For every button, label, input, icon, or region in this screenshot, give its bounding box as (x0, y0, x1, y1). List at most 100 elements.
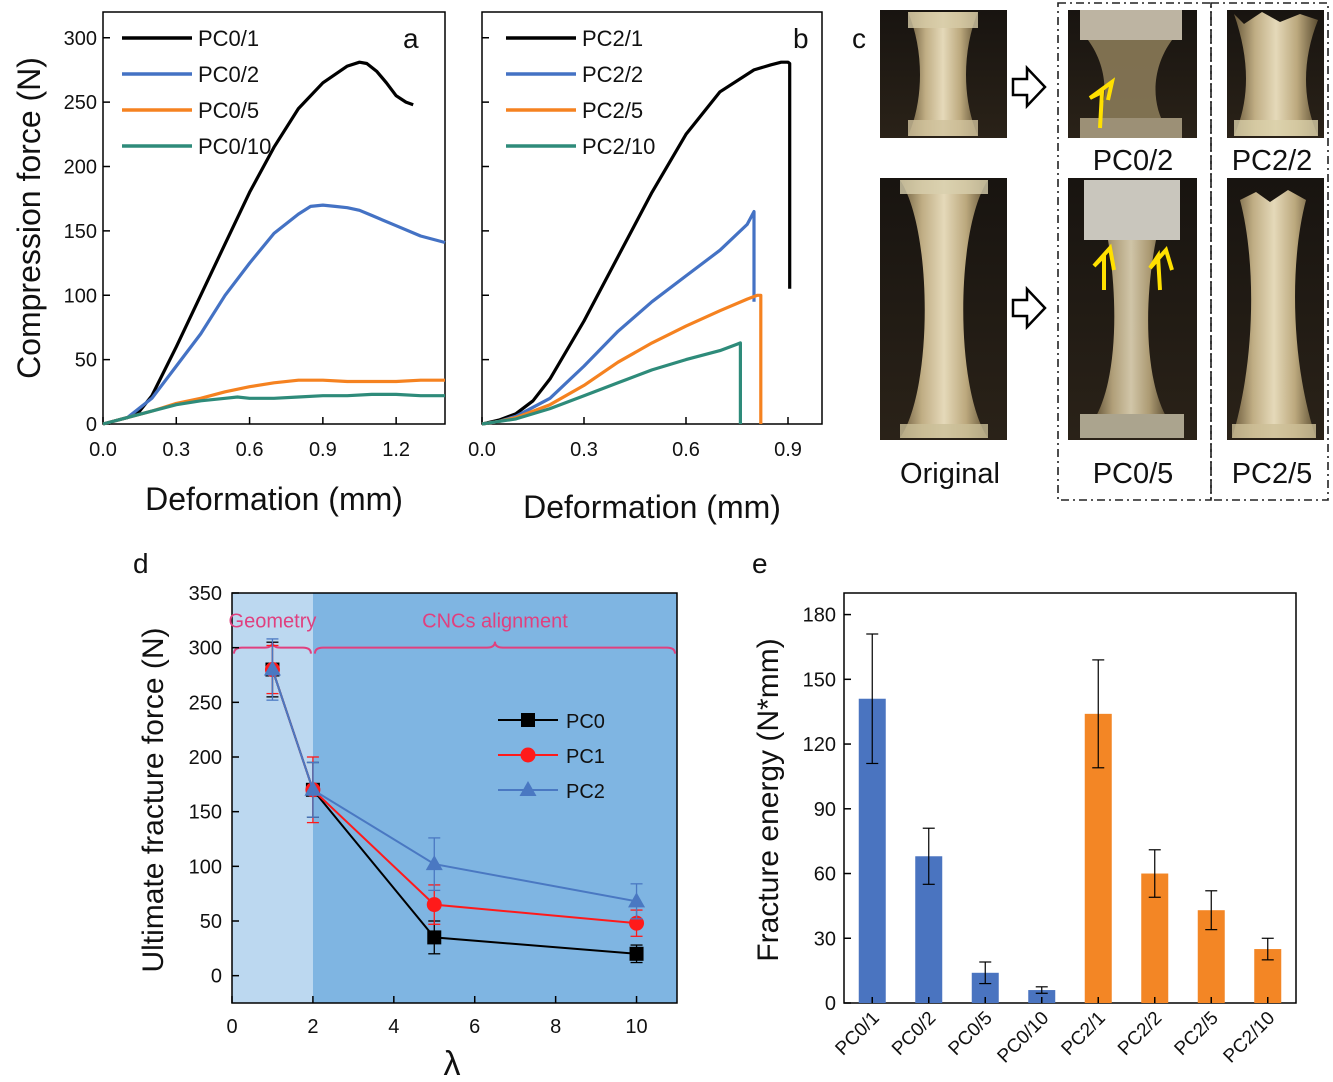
y-tick-label: 200 (64, 157, 97, 179)
legend-label: PC2 (566, 781, 605, 803)
photo-label-pc0-5: PC0/5 (1093, 458, 1174, 490)
photo-original-short (880, 10, 1007, 138)
panel-e-plot-frame (843, 592, 1297, 1004)
photo-label-pc2-2: PC2/2 (1232, 145, 1313, 177)
panel-e-label: e (752, 548, 768, 579)
legend-label: PC2/1 (582, 26, 643, 51)
photo-label-pc2-5: PC2/5 (1232, 458, 1313, 490)
y-tick-label: 350 (189, 583, 222, 605)
y-tick-label: 150 (189, 802, 222, 824)
series-line-pc0-10 (102, 392, 445, 426)
y-tick-label: 90 (814, 799, 836, 821)
region-cncs-alignment (312, 593, 677, 1003)
photo-pc0-2 (1068, 10, 1197, 138)
panel-d-ylabel: Ultimate fracture force (N) (137, 627, 170, 972)
y-tick-label: 0 (86, 414, 97, 436)
y-tick-label: 60 (814, 864, 836, 886)
x-tick-label: 0.9 (774, 439, 802, 461)
y-tick-label: 100 (189, 856, 222, 878)
x-tick-label: PC2/1 (1058, 1008, 1110, 1060)
y-tick-label: 100 (64, 285, 97, 307)
data-point (425, 855, 443, 871)
x-tick-label: 1.2 (382, 439, 410, 461)
x-tick-label: PC2/2 (1114, 1008, 1166, 1060)
panel-e-ylabel: Fracture energy (N*mm) (752, 638, 785, 961)
y-tick-label: 50 (75, 350, 97, 372)
y-tick-label: 300 (189, 638, 222, 660)
bar-pc0-10 (1028, 990, 1056, 1003)
legend-marker (520, 747, 536, 763)
series-line-pc2-2 (481, 210, 756, 426)
panel-e-chart: e 0 30 60 90 120 150 180 PC0/1 PC0/2 PC0/5PC0/10… (752, 548, 1297, 1068)
x-tick-label: 0 (226, 1016, 237, 1038)
x-tick-label: 0.6 (672, 439, 700, 461)
arrow-right-icon (1011, 64, 1047, 110)
panel-c-label: c (852, 23, 866, 54)
photo-original-long (880, 178, 1007, 440)
series-line-pc2 (271, 669, 637, 903)
data-point (263, 660, 281, 676)
series-line-pc0-5 (102, 378, 445, 426)
y-tick-label: 150 (803, 669, 836, 691)
y-tick-label: 150 (64, 221, 97, 243)
legend-label: PC2/10 (582, 134, 655, 159)
y-tick-label: 120 (803, 734, 836, 756)
x-tick-label: 0.3 (162, 439, 190, 461)
panel-a-ylabel: Compression force (N) (11, 57, 47, 379)
data-point (427, 930, 442, 945)
x-tick-label: PC0/1 (832, 1008, 884, 1060)
panel-c-photos: c Original PC0/2 (852, 2, 1329, 501)
data-point (629, 946, 644, 961)
series-line-pc2-1 (481, 60, 792, 426)
x-tick-label: 2 (307, 1016, 318, 1038)
x-tick-label: 0.3 (570, 439, 598, 461)
y-tick-label: 0 (825, 993, 836, 1015)
arrow-right-icon (1011, 285, 1047, 331)
x-tick-label: 4 (388, 1016, 399, 1038)
x-tick-label: PC0/2 (888, 1008, 940, 1060)
panel-a-xlabel: Deformation (mm) (145, 481, 403, 517)
photo-pc0-5 (1068, 178, 1197, 440)
photo-label-pc0-2: PC0/2 (1093, 145, 1174, 177)
legend-marker (521, 713, 535, 727)
series-line-pc2-5 (481, 293, 763, 426)
photo-pc2-2 (1227, 10, 1324, 138)
region-label-0: Geometry (229, 611, 317, 633)
panel-b-label: b (793, 23, 809, 54)
x-tick-label: PC0/5 (945, 1008, 997, 1060)
panel-a-label: a (403, 23, 419, 54)
legend-label: PC0/2 (198, 62, 259, 87)
panel-a-plot-frame (102, 11, 446, 425)
y-tick-label: 200 (189, 747, 222, 769)
panel-b-plot-frame (481, 11, 823, 425)
y-tick-label: 50 (200, 911, 222, 933)
legend-label: PC1 (566, 746, 605, 768)
data-point (304, 780, 322, 796)
x-tick-label: 0.0 (89, 439, 117, 461)
y-tick-label: 250 (189, 692, 222, 714)
y-tick-label: 180 (803, 605, 836, 627)
region-brace (313, 641, 676, 654)
x-tick-label: 6 (469, 1016, 480, 1038)
panel-b-xlabel: Deformation (mm) (523, 489, 781, 525)
legend-label: PC2/5 (582, 98, 643, 123)
x-tick-label: PC2/5 (1171, 1008, 1223, 1060)
series-line-pc0-2 (102, 203, 446, 426)
x-tick-label: PC0/10 (994, 1008, 1054, 1068)
panel-b-chart: 0.0 0.3 0.6 0.9 PC2/1 PC2/2 PC2/5 PC2/10 b Def… (468, 11, 823, 525)
legend-label: PC0 (566, 711, 605, 733)
legend-label: PC0/10 (198, 134, 271, 159)
photo-label-original: Original (900, 458, 1000, 490)
panel-d-chart: d Geometry CNCs alignment 050100150200250… (133, 548, 678, 1082)
series-line-pc2-10 (481, 341, 742, 426)
region-label-1: CNCs alignment (422, 611, 568, 633)
y-tick-label: 300 (64, 28, 97, 50)
y-tick-label: 30 (814, 928, 836, 950)
legend-label: PC0/1 (198, 26, 259, 51)
x-tick-label: 0.6 (236, 439, 264, 461)
x-tick-label: 0.0 (468, 439, 496, 461)
y-tick-label: 0 (211, 966, 222, 988)
data-point (426, 897, 442, 913)
panel-d-xlabel: λ (444, 1045, 461, 1082)
panel-a-chart: 0 50 100 150 200 250 300 0.0 0.3 0.6 0.9 1.2 PC0/1… (11, 11, 446, 517)
